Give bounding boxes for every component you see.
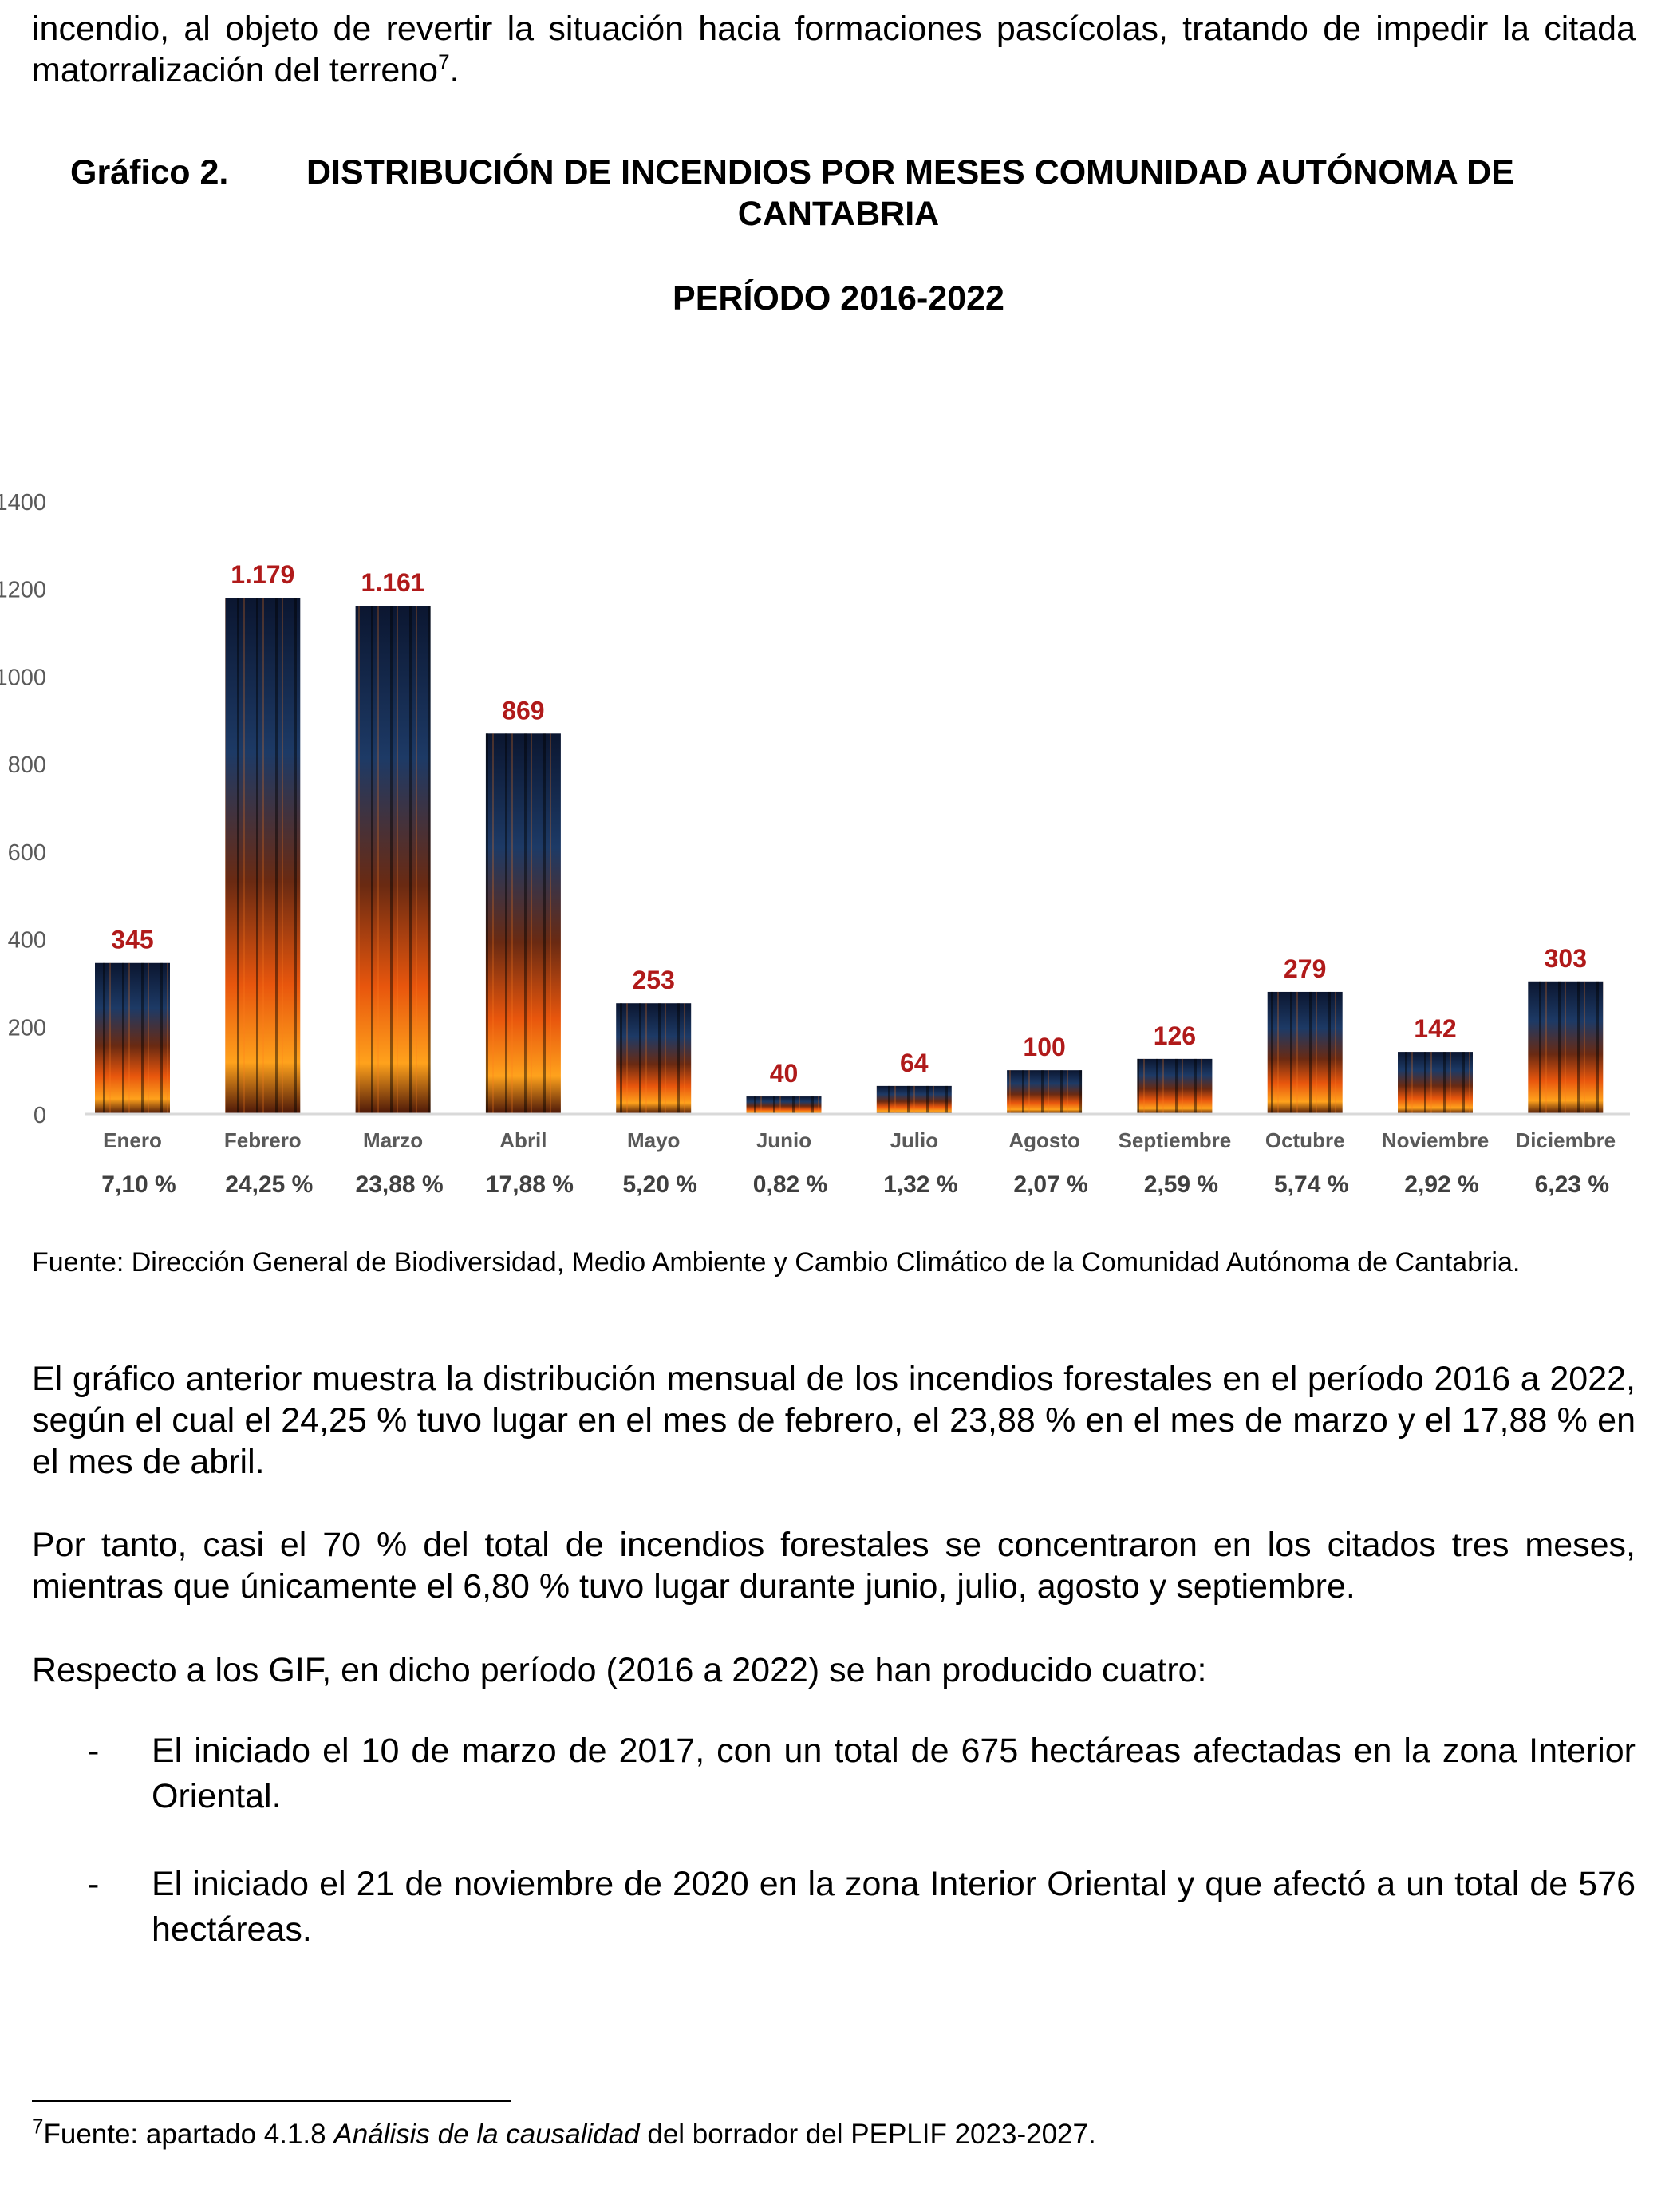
figure-title-line2: CANTABRIA bbox=[737, 195, 940, 233]
percentage-label: 5,74 % bbox=[1274, 1171, 1348, 1198]
data-label: 253 bbox=[633, 966, 675, 994]
data-label: 100 bbox=[1023, 1033, 1065, 1061]
data-label: 40 bbox=[770, 1059, 799, 1088]
footnote-number: 7 bbox=[32, 2114, 44, 2139]
figure-title-line1: DISTRIBUCIÓN DE INCENDIOS POR MESES COMU… bbox=[306, 153, 1514, 192]
bar-texture bbox=[876, 1085, 952, 1114]
x-tick-label: Diciembre bbox=[1515, 1128, 1616, 1152]
x-tick-label: Febrero bbox=[224, 1128, 302, 1152]
x-tick-label: Junio bbox=[756, 1128, 811, 1152]
paragraph-2: Por tanto, casi el 70 % del total de inc… bbox=[32, 1526, 1636, 1606]
percentage-label: 6,23 % bbox=[1535, 1171, 1609, 1198]
y-tick-label: 600 bbox=[8, 840, 46, 866]
intro-end: . bbox=[449, 51, 460, 89]
paragraph-1: El gráfico anterior muestra la distribuc… bbox=[32, 1360, 1636, 1481]
intro-paragraph: incendio, al objeto de revertir la situa… bbox=[32, 8, 1636, 91]
data-label: 1.161 bbox=[361, 568, 425, 597]
x-tick-label: Enero bbox=[103, 1128, 162, 1152]
data-label: 869 bbox=[502, 696, 544, 725]
bar-texture bbox=[95, 962, 170, 1114]
x-tick-label: Agosto bbox=[1008, 1128, 1080, 1152]
paragraph-3: Respecto a los GIF, en dicho período (20… bbox=[32, 1651, 1207, 1689]
x-tick-label: Noviembre bbox=[1382, 1128, 1489, 1152]
footnote-italic: Análisis de la causalidad bbox=[333, 2119, 640, 2150]
bar-texture bbox=[1398, 1052, 1473, 1114]
bar-texture bbox=[746, 1096, 822, 1114]
x-tick-label: Septiembre bbox=[1119, 1128, 1232, 1152]
data-label: 303 bbox=[1545, 944, 1587, 973]
x-tick-label: Octubre bbox=[1265, 1128, 1345, 1152]
data-label: 345 bbox=[111, 926, 153, 954]
intro-text: incendio, al objeto de revertir la situa… bbox=[32, 10, 1636, 89]
percentage-label: 1,32 % bbox=[883, 1171, 957, 1198]
y-tick-label: 1400 bbox=[0, 490, 46, 515]
bar-chart: 0 200 400 600 800 1000 1200 1400 345 Enero 7,10 %… bbox=[0, 490, 1630, 1198]
data-label: 1.179 bbox=[231, 560, 294, 589]
x-tick-label: Mayo bbox=[627, 1128, 680, 1152]
y-tick-label: 0 bbox=[34, 1103, 46, 1128]
bar-texture bbox=[1267, 991, 1343, 1114]
bullet-item-1: El iniciado el 10 de marzo de 2017, con … bbox=[152, 1732, 1636, 1815]
x-tick-label: Julio bbox=[890, 1128, 938, 1152]
y-tick-label: 1000 bbox=[0, 665, 46, 690]
y-tick-label: 200 bbox=[8, 1015, 46, 1041]
data-label: 142 bbox=[1414, 1014, 1456, 1043]
bar-texture bbox=[616, 1003, 692, 1114]
percentage-label: 23,88 % bbox=[356, 1171, 444, 1198]
percentage-label: 2,07 % bbox=[1013, 1171, 1087, 1198]
y-tick-label: 800 bbox=[8, 752, 46, 778]
percentage-label: 7,10 % bbox=[101, 1171, 176, 1198]
percentage-label: 2,59 % bbox=[1144, 1171, 1218, 1198]
bar-texture bbox=[355, 606, 431, 1114]
data-label: 279 bbox=[1284, 954, 1326, 983]
bar-texture bbox=[225, 598, 301, 1114]
footnote-prefix: Fuente: apartado 4.1.8 bbox=[43, 2119, 334, 2150]
bullet-marker: - bbox=[88, 1732, 100, 1770]
footnote-suffix: del borrador del PEPLIF 2023-2027. bbox=[639, 2119, 1096, 2150]
percentage-label: 2,92 % bbox=[1404, 1171, 1478, 1198]
percentage-label: 0,82 % bbox=[753, 1171, 827, 1198]
x-tick-label: Abril bbox=[499, 1128, 547, 1152]
percentage-label: 17,88 % bbox=[486, 1171, 574, 1198]
bullet-marker: - bbox=[88, 1865, 100, 1903]
y-tick-label: 400 bbox=[8, 928, 46, 954]
data-label: 64 bbox=[900, 1049, 929, 1077]
source-note: Fuente: Dirección General de Biodiversid… bbox=[32, 1247, 1521, 1278]
figure-label: Gráfico 2. bbox=[70, 153, 229, 192]
y-tick-label: 1200 bbox=[0, 578, 46, 603]
bar-texture bbox=[1007, 1070, 1083, 1114]
bar-texture bbox=[1528, 981, 1604, 1114]
data-label: 126 bbox=[1154, 1021, 1196, 1050]
footnote: 7Fuente: apartado 4.1.8 Análisis de la c… bbox=[32, 2115, 1096, 2151]
x-tick-label: Marzo bbox=[363, 1128, 423, 1152]
footnote-separator bbox=[32, 2100, 511, 2102]
figure-period: PERÍODO 2016-2022 bbox=[673, 279, 1004, 318]
percentage-label: 24,25 % bbox=[225, 1171, 313, 1198]
percentage-label: 5,20 % bbox=[622, 1171, 696, 1198]
bar-texture bbox=[485, 733, 561, 1114]
bullet-item-2: El iniciado el 21 de noviembre de 2020 e… bbox=[152, 1865, 1636, 1949]
footnote-ref[interactable]: 7 bbox=[438, 49, 450, 74]
bar-texture bbox=[1137, 1058, 1213, 1114]
